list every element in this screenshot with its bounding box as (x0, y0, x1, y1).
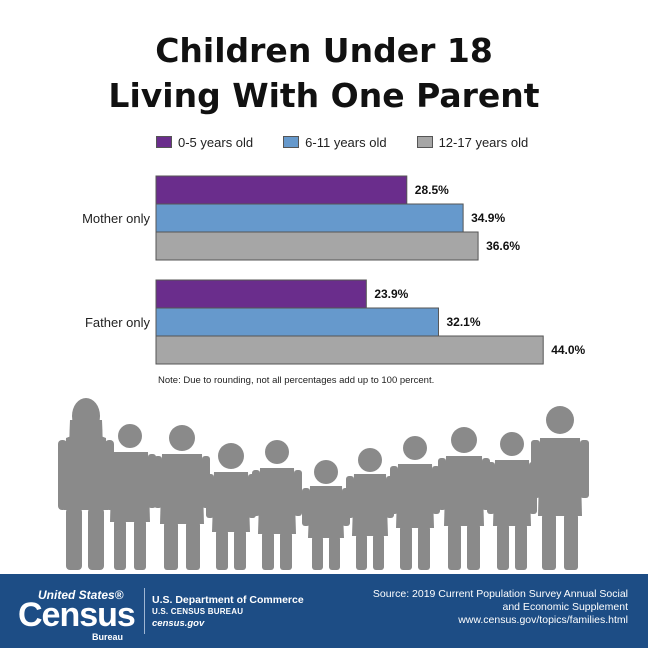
legend-label-0-5: 0-5 years old (178, 134, 254, 150)
census-logo[interactable]: United States® Census Bureau (14, 584, 144, 642)
bar-father-series-3 (155, 335, 544, 365)
child-silhouette-7 (346, 448, 394, 570)
chart-note: Note: Due to rounding, not all percentag… (158, 375, 435, 386)
department-block: U.S. Department of Commerce U.S. CENSUS … (152, 594, 304, 630)
bar-mother-series-3 (155, 231, 479, 261)
legend-item-12-17: 12-17 years old (416, 134, 529, 150)
data-label-father-series-2: 32.1% (446, 315, 480, 329)
source-line-2: and Economic Supplement (502, 601, 629, 613)
category-label-father-only: Father only (85, 315, 151, 330)
child-silhouette-11 (531, 406, 589, 570)
logo-united-states: United States® (38, 588, 124, 602)
category-label-mother-only: Mother only (82, 211, 150, 226)
data-label-father-series-1: 23.9% (374, 287, 408, 301)
child-silhouette-6 (302, 460, 350, 570)
data-label-mother-series-2: 34.9% (471, 211, 505, 225)
child-silhouette-5 (252, 440, 302, 570)
child-silhouette-8 (390, 436, 440, 570)
children-silhouettes (58, 398, 589, 570)
data-label-mother-series-1: 28.5% (415, 183, 449, 197)
source-line-1: Source: 2019 Current Population Survey A… (372, 588, 628, 600)
department-name: U.S. Department of Commerce (152, 594, 304, 606)
child-silhouette-10 (487, 432, 537, 570)
legend-item-6-11: 6-11 years old (283, 134, 387, 150)
bar-chart: Mother only 28.5% 34.9% 36.6% Father only 23.… (82, 175, 586, 365)
child-silhouette-4 (206, 443, 256, 570)
legend-swatch-12-17 (416, 136, 433, 148)
footer: United States® Census Bureau U.S. Depart… (0, 574, 648, 648)
source-url[interactable]: www.census.gov/topics/families.html (458, 614, 628, 626)
legend: 0-5 years old 6-11 years old 12-17 years… (156, 134, 558, 150)
legend-swatch-6-11 (283, 136, 300, 148)
bar-father-series-2 (155, 307, 439, 337)
chart-title: Children Under 18 Living With One Parent (0, 28, 648, 118)
logo-bureau: Bureau (92, 632, 124, 642)
bar-mother-series-2 (155, 203, 464, 233)
legend-item-0-5: 0-5 years old (156, 135, 253, 150)
legend-label-6-11: 6-11 years old (305, 134, 387, 150)
data-label-father-series-3: 44.0% (551, 343, 585, 357)
legend-swatch-0-5 (156, 136, 172, 148)
data-label-mother-series-3: 36.6% (486, 239, 520, 253)
census-site-link[interactable]: census.gov (152, 618, 205, 629)
child-silhouette-3 (154, 425, 210, 570)
logo-census: Census (18, 596, 136, 634)
source-block: Source: 2019 Current Population Survey A… (373, 588, 628, 627)
chart-title-line-2: Living With One Parent (108, 76, 540, 115)
bar-mother-series-1 (155, 175, 408, 205)
legend-label-12-17: 12-17 years old (438, 134, 529, 150)
chart-title-line-1: Children Under 18 (155, 31, 493, 70)
bar-father-series-1 (155, 279, 367, 309)
bureau-name: U.S. CENSUS BUREAU (152, 607, 244, 616)
child-silhouette-9 (438, 427, 490, 570)
footer-divider (144, 588, 145, 634)
